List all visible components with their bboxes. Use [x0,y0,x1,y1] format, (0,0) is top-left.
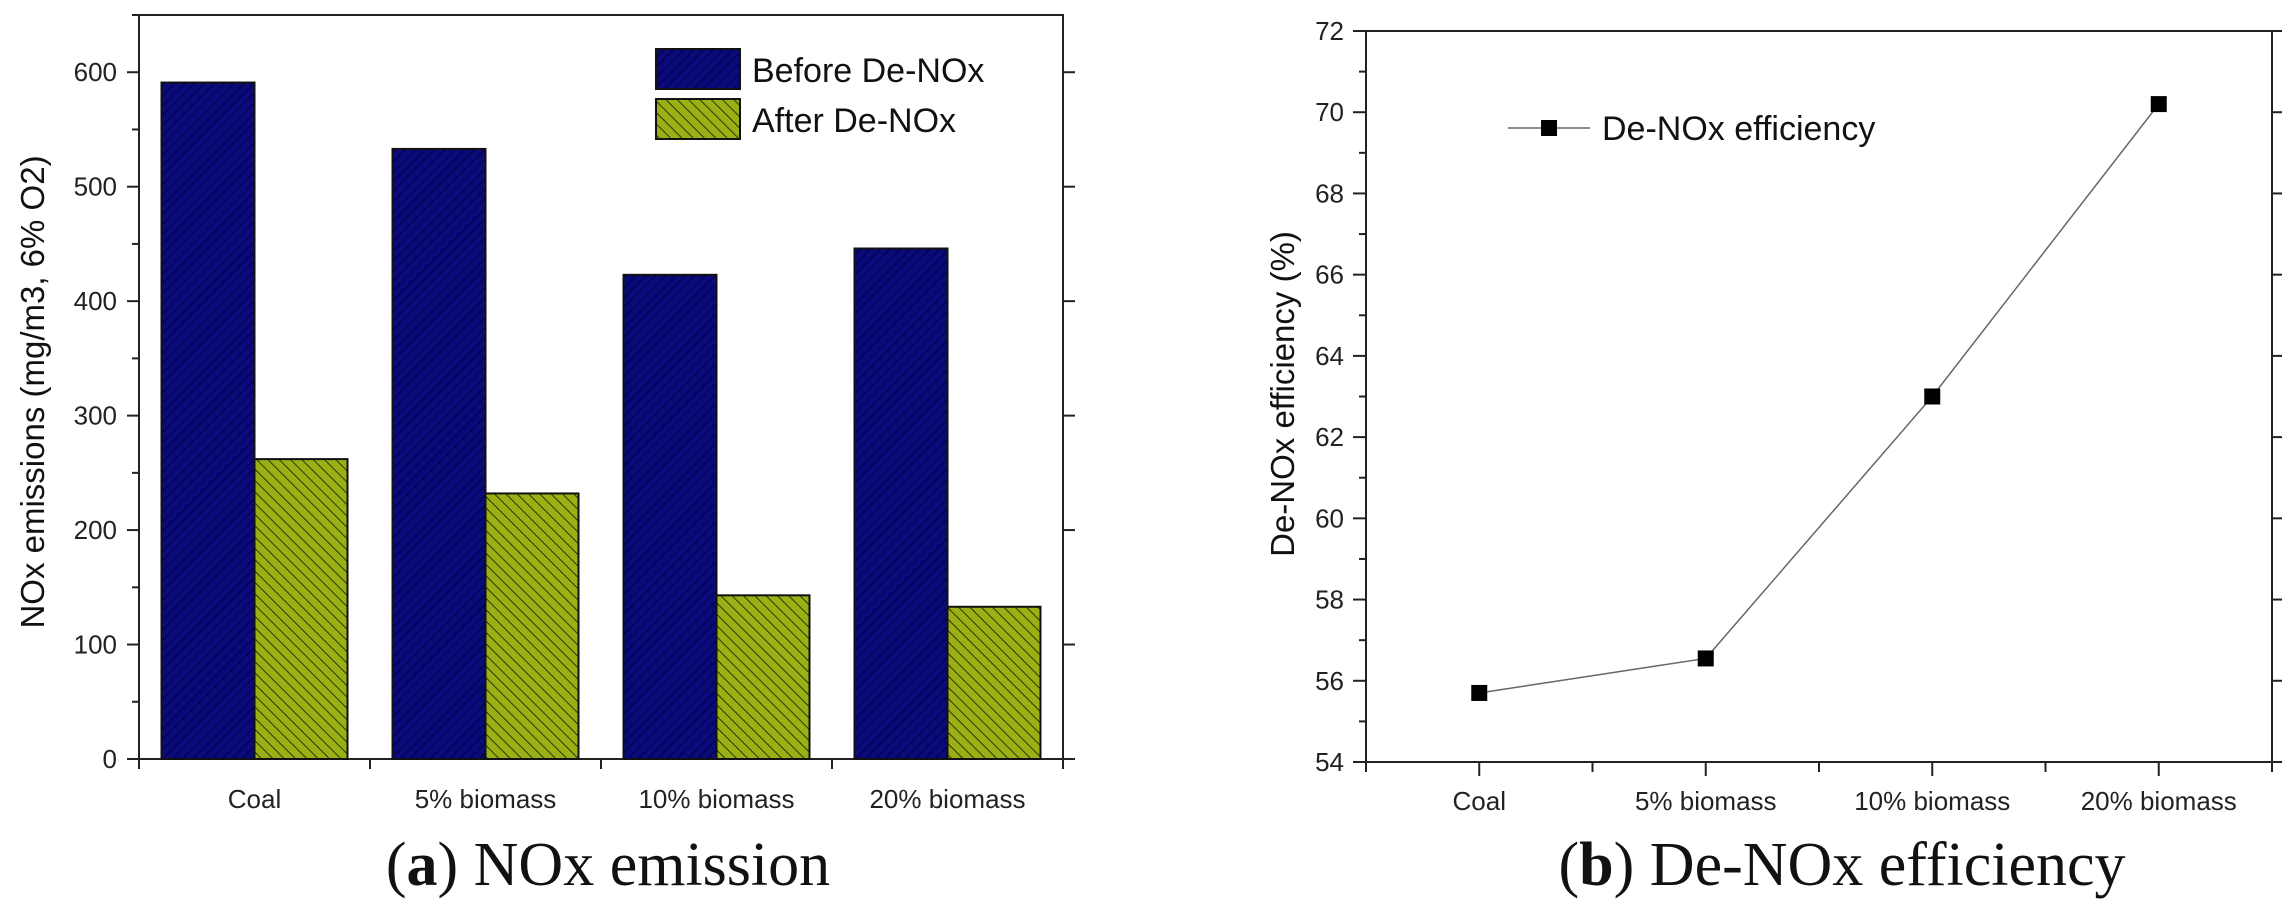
before-denox-bar [391,147,487,761]
legend-series-label: After De-NOx [752,102,956,140]
bar-chart-x-tick-label: 5% biomass [415,784,557,814]
before-denox-bar [622,273,718,760]
line-chart-x-tick-label: 5% biomass [1635,786,1777,816]
bar-chart-y-tick-label: 500 [74,172,117,202]
line-chart-y-tick-label: 68 [1315,178,1344,208]
bar-chart-y-tick-label: 100 [74,630,117,660]
line-chart-y-tick-label: 60 [1315,503,1344,533]
bar-chart-plot-area: 0 100 200 300 400 500 600 Coal 5% biomass 10% bio… [74,14,1075,814]
line-chart-y-tick-label: 58 [1315,585,1344,615]
line-chart-x-tick-label: 10% biomass [1854,786,2010,816]
after-denox-bar [484,492,580,760]
line-chart-y-tick-label: 70 [1315,97,1344,127]
bar-chart-y-tick-label: 600 [74,57,117,87]
bar-chart-caption: (a) NOx emission [386,831,830,899]
line-chart-x-tick-label: 20% biomass [2081,786,2237,816]
line-chart-y-tick-label: 64 [1315,341,1344,371]
de-nox-efficiency-point [1471,684,1488,701]
bar-chart-y-axis-label: NOx emissions (mg/m3, 6% O2) [14,155,51,628]
de-nox-efficiency-line [1479,103,2160,694]
line-chart-caption-text: De-NOx efficiency [1650,831,2126,899]
legend-series-label: Before De-NOx [752,52,984,90]
before-denox-bar [853,247,949,761]
line-chart-y-tick-label: 66 [1315,260,1344,290]
line-chart-y-tick-label: 56 [1315,666,1344,696]
line-chart-panel: 54 56 58 60 62 64 66 68 70 72 Coal 5% biomass 10% bi… [1264,16,2282,899]
line-chart-x-tick-label: Coal [1453,786,1506,816]
bar-chart-x-tick-label: 10% biomass [638,784,794,814]
bar-chart-caption-text: NOx emission [474,831,831,899]
after-denox-bar [715,594,811,760]
de-nox-efficiency-point [1924,388,1941,405]
before-denox-bar [160,81,256,761]
after-denox-bar [946,605,1042,761]
bar-chart-y-tick-label: 300 [74,401,117,431]
de-nox-efficiency-point [1697,650,1714,667]
after-denox-bar [253,458,349,760]
bar-chart-x-tick-label: Coal [228,784,281,814]
line-chart-y-axis-label: De-NOx efficiency (%) [1264,231,1301,557]
bar-chart-x-tick-label: 20% biomass [869,784,1025,814]
bar-chart-panel: 0 100 200 300 400 500 600 Coal 5% biomass 10% bio… [14,14,1075,899]
legend-marker [1541,120,1557,136]
line-chart-caption-letter: b [1579,831,1613,899]
legend-series-label: De-NOx efficiency [1602,110,1875,148]
line-chart-legend: De-NOx efficiency [1508,110,1875,148]
line-chart-caption: (b) De-NOx efficiency [1559,831,2126,899]
line-chart-y-tick-label: 72 [1315,16,1344,46]
line-chart-y-tick-label: 62 [1315,422,1344,452]
line-chart-y-tick-label: 54 [1315,747,1344,777]
bar-chart-y-tick-label: 400 [74,286,117,316]
bar-chart-caption-letter: a [407,831,438,899]
line-chart-plot-area: 54 56 58 60 62 64 66 68 70 72 Coal 5% biomass 10% bi… [1315,16,2282,816]
legend-before-swatch [655,48,741,90]
de-nox-efficiency-point [2150,96,2167,113]
bar-chart-legend: Before De-NOx After De-NOx [655,48,984,140]
legend-after-swatch [655,98,741,140]
bar-chart-y-tick-label: 0 [103,744,117,774]
bar-chart-y-tick-label: 200 [74,515,117,545]
